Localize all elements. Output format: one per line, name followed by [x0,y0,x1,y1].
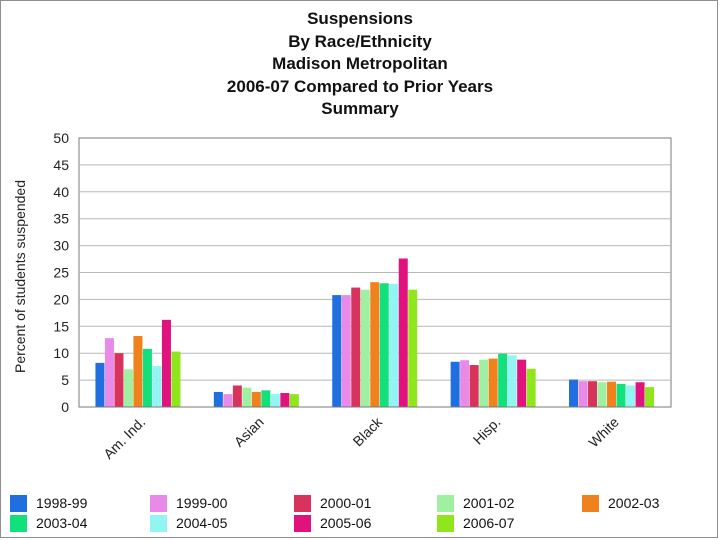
bar-chart: 0 5 10 15 20 25 30 35 40 45 50 Percent of students … [12,130,672,462]
bar [450,361,460,407]
bar [251,391,261,407]
bar [408,289,418,407]
bar [379,283,389,407]
bar [616,383,626,407]
legend-item: 1998-99 [10,493,87,513]
legend-swatch [10,494,27,512]
legend-swatch [150,494,167,512]
y-tick-label: 50 [53,130,69,146]
x-tick-label: Asian [231,414,267,450]
title-line-5: Summary [321,99,399,118]
y-tick-label: 25 [53,265,69,281]
bar [152,366,162,407]
bar [104,338,114,407]
legend-item: 2002-03 [582,493,659,513]
bar [588,381,598,407]
bar [289,394,299,407]
bar [341,295,351,407]
legend-item: 2003-04 [10,513,87,533]
legend-swatch [294,514,311,532]
bar [114,353,124,407]
legend-label: 1999-00 [176,495,228,511]
legend-label: 2000-01 [320,495,372,511]
bar [607,381,617,407]
bar [507,355,517,407]
bar [469,365,479,407]
legend-item: 2001-02 [437,493,514,513]
legend-item: 1999-00 [150,493,227,513]
bar [479,359,489,407]
bar [360,289,370,407]
bar [232,385,242,407]
legend-label: 1998-99 [36,495,88,511]
bar [488,358,498,407]
y-tick-label: 35 [53,211,69,227]
bar [133,335,143,407]
bar [398,258,408,407]
y-tick-label: 40 [53,184,69,200]
bar [578,381,588,407]
legend-swatch [582,494,599,512]
bar [270,394,280,407]
bar [95,362,105,407]
legend-swatch [10,514,27,532]
legend-label: 2004-05 [176,515,228,531]
y-tick-label: 30 [53,238,69,254]
x-tick-label: Hisp. [470,414,504,448]
legend-label: 2006-07 [463,515,515,531]
y-tick-label: 0 [61,399,69,415]
legend-swatch [294,494,311,512]
legend-swatch [437,514,454,532]
bar [242,387,252,407]
title-line-2: By Race/Ethnicity [288,31,432,51]
bar [626,385,636,407]
bar [460,360,470,407]
bar [569,379,579,407]
x-tick-label: Am. Ind. [100,414,148,462]
bar [645,387,655,407]
legend-label: 2002-03 [608,495,660,511]
bar [498,353,508,407]
legend-item: 2006-07 [437,513,514,533]
y-axis-title: Percent of students suspended [12,180,28,373]
bar [332,295,342,407]
legend-swatch [150,514,167,532]
bar [635,382,645,407]
legend-label: 2003-04 [36,515,88,531]
legend-item: 2000-01 [294,493,371,513]
legend-label: 2005-06 [320,515,372,531]
y-tick-label: 5 [61,372,69,388]
bar [351,287,361,407]
legend-item: 2005-06 [294,513,371,533]
legend: 1998-99 1999-00 2000-01 2001-02 2002-03 2003-… [0,487,720,540]
bar [223,394,233,407]
y-tick-label: 45 [53,157,69,173]
x-tick-label: White [585,414,622,451]
title-line-1: Suspensions [307,9,413,28]
bar [261,390,271,407]
title-line-4: 2006-07 Compared to Prior Years [226,76,494,96]
bar [161,319,171,407]
bar [213,391,223,407]
y-tick-label: 10 [53,345,69,361]
bar [123,369,133,407]
bar [526,368,536,407]
legend-swatch [437,494,454,512]
bar [517,359,527,407]
title-line-3: Madison Metropolitan [272,54,448,73]
bar [171,351,181,407]
y-tick-label: 20 [53,291,69,307]
bar [389,283,399,407]
bar [280,393,290,407]
bar [370,282,380,407]
bar [142,348,152,407]
legend-label: 2001-02 [463,495,515,511]
legend-item: 2004-05 [150,513,227,533]
x-tick-label: Black [350,413,386,449]
y-tick-label: 15 [53,318,69,334]
bar [597,382,607,407]
chart-title: Suspensions By Race/Ethnicity Madison Me… [0,8,720,121]
